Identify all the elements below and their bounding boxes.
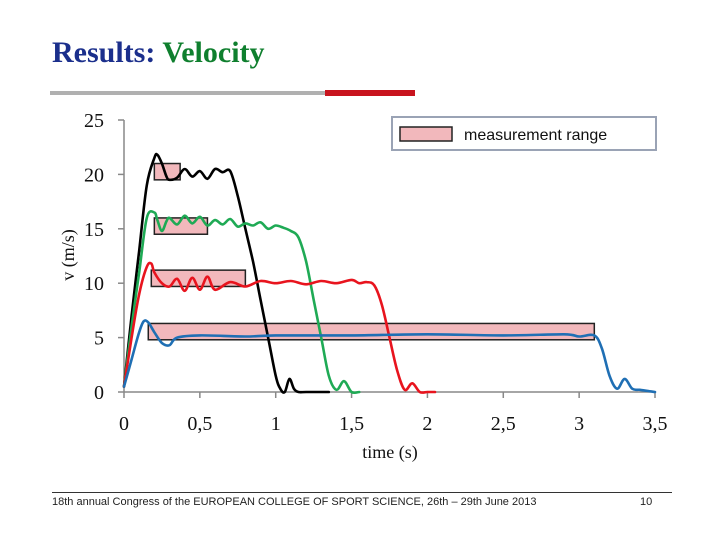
series-line-red — [122, 261, 437, 394]
x-tick-label: 2,5 — [491, 413, 516, 435]
legend-swatch — [399, 126, 453, 142]
footer: 18th annual Congress of the EUROPEAN COL… — [52, 492, 672, 515]
slide-title: Results: Velocity — [52, 36, 265, 70]
series-line-green — [122, 210, 361, 395]
y-tick-label: 15 — [84, 219, 104, 241]
title-underline — [50, 90, 415, 96]
axes — [118, 119, 656, 398]
measurement-range-red — [150, 269, 247, 288]
title-underline-red — [325, 90, 415, 96]
y-tick-label: 0 — [94, 382, 104, 404]
title-underline-gray — [50, 91, 415, 95]
y-axis-label: v (m/s) — [58, 229, 79, 281]
series-line-blue — [122, 319, 657, 394]
legend: measurement range — [391, 116, 657, 151]
title-prefix: Results: — [52, 36, 156, 69]
measurement-range-blue — [147, 322, 596, 341]
y-tick-label: 25 — [84, 110, 104, 132]
title-main: Velocity — [162, 36, 265, 69]
y-tick-label: 20 — [84, 164, 104, 186]
x-tick-label: 0,5 — [187, 413, 212, 435]
y-tick-label: 10 — [84, 273, 104, 295]
series-lines — [122, 152, 657, 395]
x-tick-label: 2 — [422, 413, 432, 435]
x-tick-label: 3,5 — [643, 413, 668, 435]
x-tick-label: 1 — [271, 413, 281, 435]
x-tick-label: 3 — [574, 413, 584, 435]
y-tick-label: 5 — [94, 328, 104, 350]
x-tick-label: 1,5 — [339, 413, 364, 435]
tick-labels: 0 5 10 15 20 25 0 0,5 1 1,5 2 2,5 3 3,5 — [84, 110, 668, 435]
series-line-black — [122, 152, 331, 394]
x-axis-label: time (s) — [362, 442, 418, 463]
measurement-ranges — [147, 162, 596, 341]
x-tick-label: 0 — [119, 413, 129, 435]
legend-label: measurement range — [464, 127, 607, 144]
page-number: 10 — [640, 496, 653, 508]
footer-text: 18th annual Congress of the EUROPEAN COL… — [52, 496, 537, 508]
